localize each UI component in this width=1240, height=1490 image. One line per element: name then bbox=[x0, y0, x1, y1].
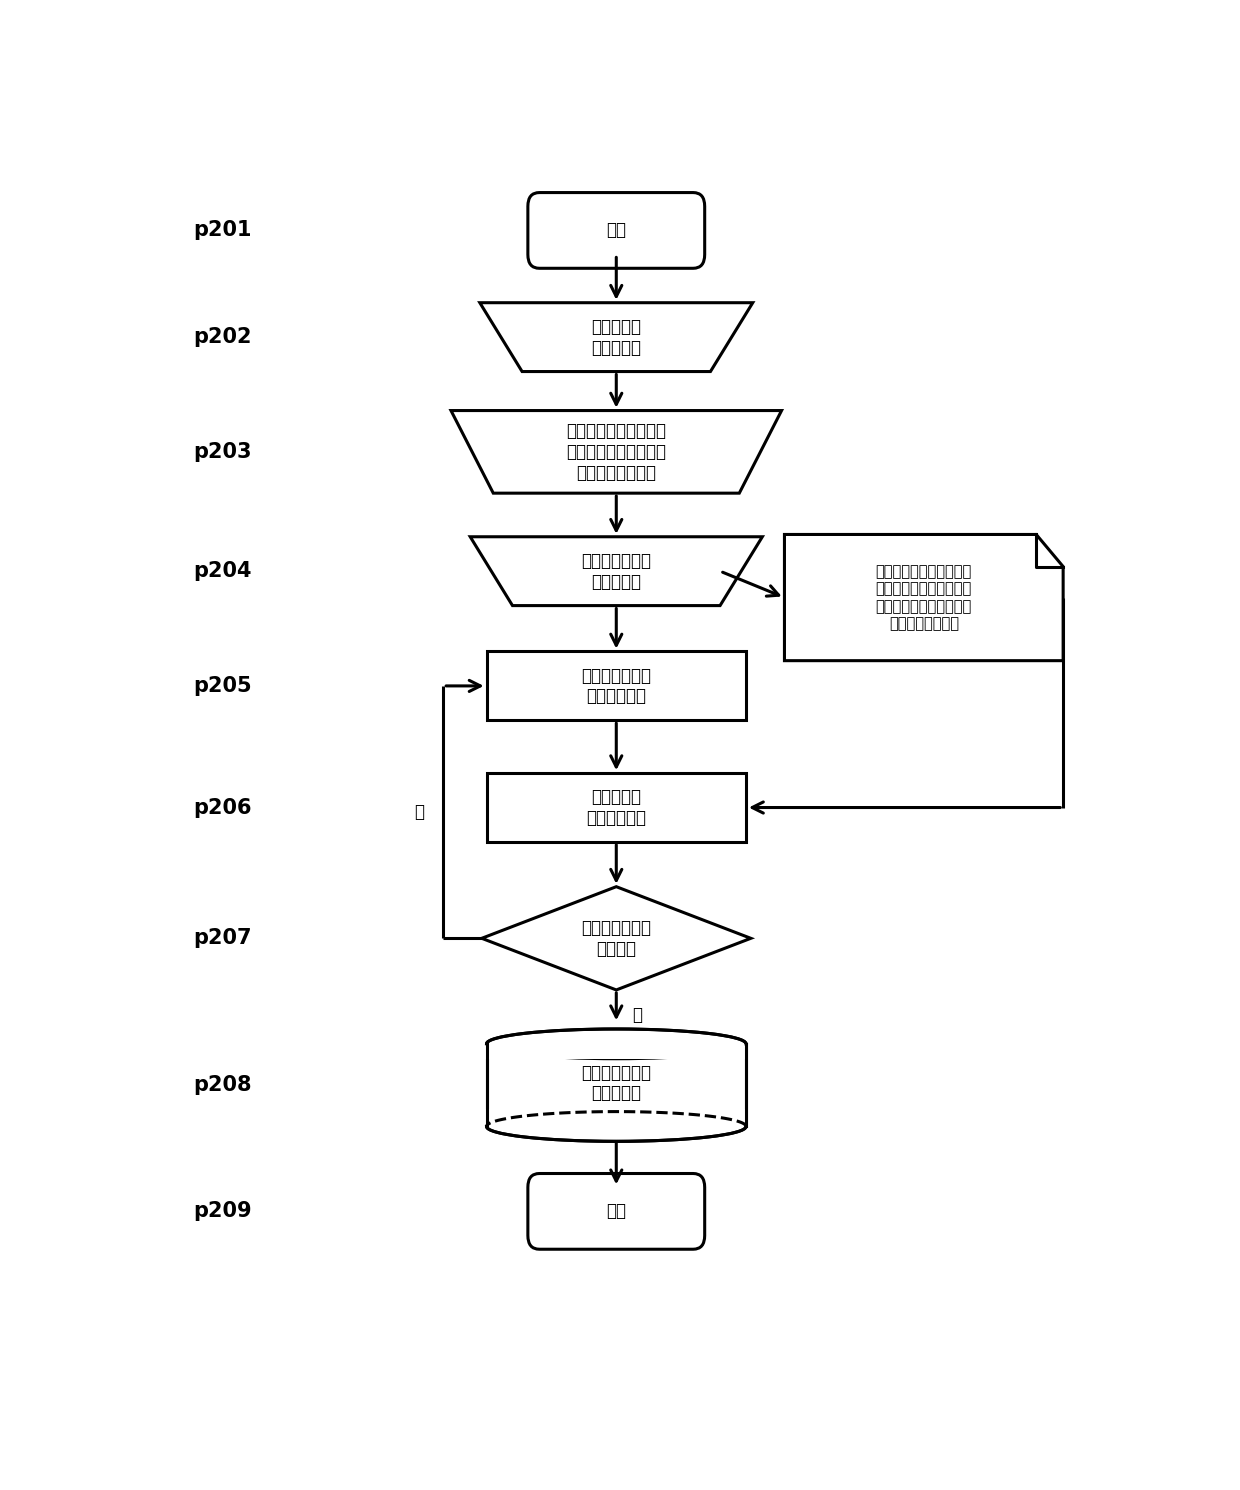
Bar bbox=[486, 1044, 746, 1126]
Text: 建立每个匹配课
程方案表单: 建立每个匹配课 程方案表单 bbox=[582, 551, 651, 590]
Text: 根据年龄和知识背景参
数确定所需的匹配课程
方案的数量和代号: 根据年龄和知识背景参 数确定所需的匹配课程 方案的数量和代号 bbox=[567, 422, 666, 481]
Text: p208: p208 bbox=[193, 1076, 252, 1095]
Text: 没: 没 bbox=[632, 1006, 642, 1024]
Text: p207: p207 bbox=[193, 928, 252, 948]
Bar bbox=[486, 773, 746, 842]
Polygon shape bbox=[470, 536, 763, 605]
Text: p209: p209 bbox=[193, 1201, 252, 1222]
Text: p201: p201 bbox=[193, 221, 252, 240]
Text: 生成对应的
课程方案数据: 生成对应的 课程方案数据 bbox=[587, 788, 646, 827]
Ellipse shape bbox=[486, 1030, 746, 1059]
Text: p206: p206 bbox=[193, 797, 252, 818]
Polygon shape bbox=[481, 887, 751, 989]
Text: 有: 有 bbox=[414, 803, 424, 821]
FancyBboxPatch shape bbox=[528, 192, 704, 268]
Text: 计算机读入一个
课程方案表单: 计算机读入一个 课程方案表单 bbox=[582, 666, 651, 705]
Text: p202: p202 bbox=[193, 328, 252, 347]
Text: 结束: 结束 bbox=[606, 1202, 626, 1220]
Text: 还有没有课程方
案表单？: 还有没有课程方 案表单？ bbox=[582, 919, 651, 958]
Text: p203: p203 bbox=[193, 443, 252, 462]
Bar bbox=[486, 651, 746, 720]
Bar bbox=[485, 1044, 748, 1059]
Text: 按课程表单安排撰写对应
的知识点讲稿，选择词汇
建立对应的拼读词库和听
写词库并编号待用: 按课程表单安排撰写对应 的知识点讲稿，选择词汇 建立对应的拼读词库和听 写词库并… bbox=[875, 563, 972, 632]
Text: 开始: 开始 bbox=[606, 222, 626, 240]
Text: 生成个性化课程
匹配数据库: 生成个性化课程 匹配数据库 bbox=[582, 1064, 651, 1103]
Bar bbox=[485, 1110, 748, 1126]
FancyBboxPatch shape bbox=[528, 1174, 704, 1249]
Text: p205: p205 bbox=[193, 676, 252, 696]
Polygon shape bbox=[785, 535, 1063, 660]
Text: p204: p204 bbox=[193, 562, 252, 581]
Text: 基础知识点
分解和编码: 基础知识点 分解和编码 bbox=[591, 317, 641, 356]
Polygon shape bbox=[451, 411, 781, 493]
Ellipse shape bbox=[486, 1112, 746, 1141]
Polygon shape bbox=[480, 302, 753, 371]
